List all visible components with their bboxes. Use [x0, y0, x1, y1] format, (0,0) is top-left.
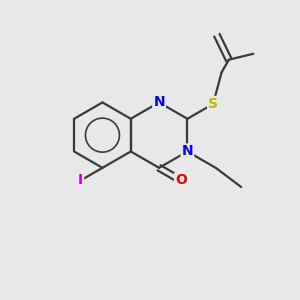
- Text: O: O: [175, 173, 187, 188]
- Text: N: N: [153, 95, 165, 110]
- Text: N: N: [182, 145, 193, 158]
- Text: S: S: [208, 97, 218, 111]
- Text: I: I: [78, 173, 83, 188]
